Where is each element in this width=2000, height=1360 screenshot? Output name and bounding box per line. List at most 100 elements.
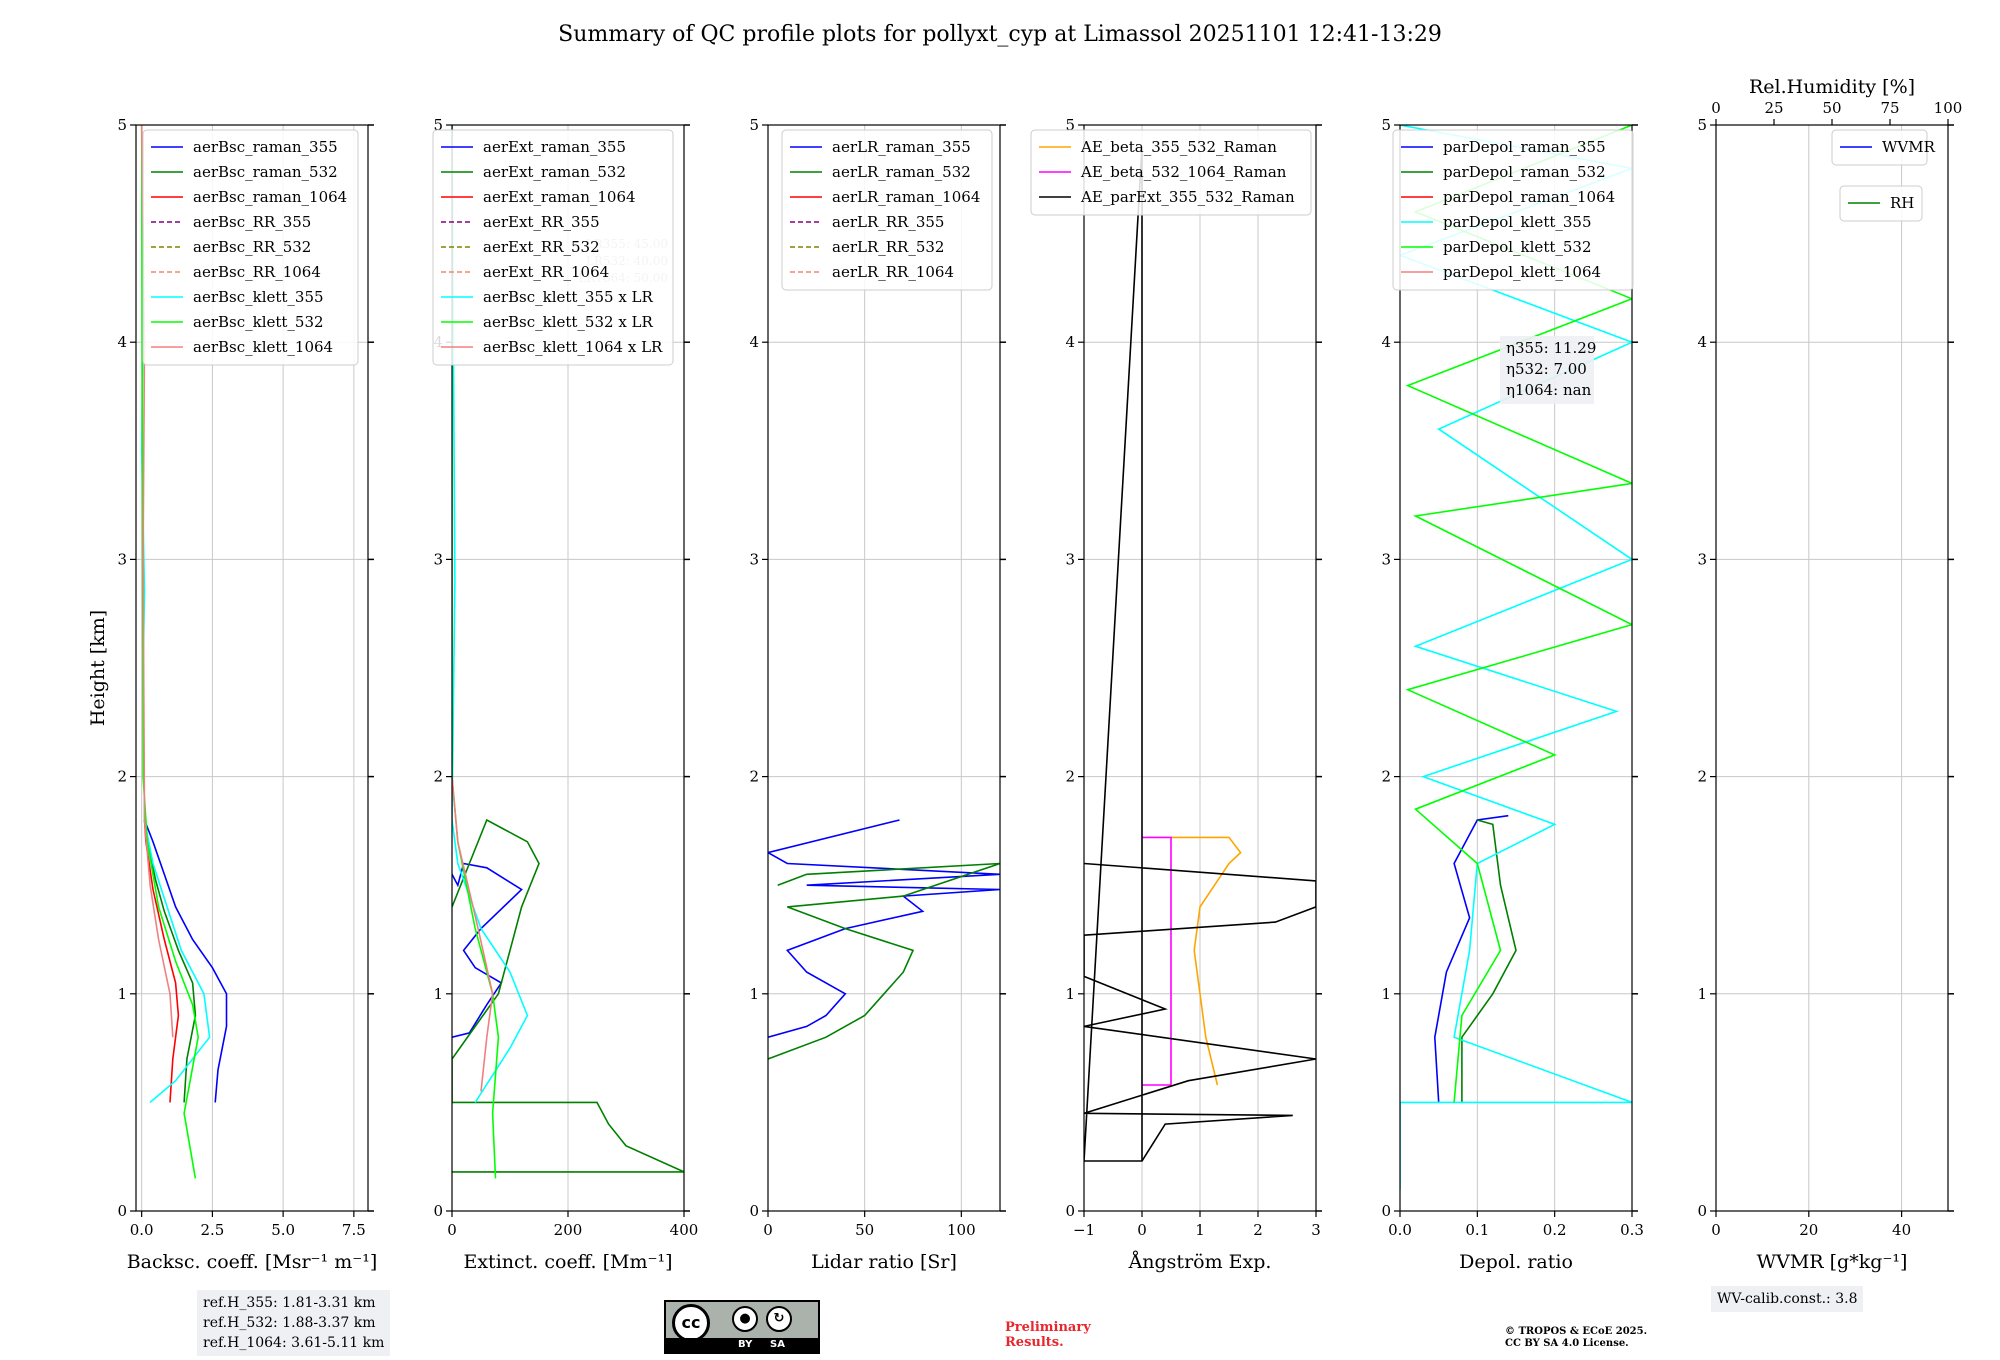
legend-5: parDepol_raman_355 parDepol_raman_532 parD… <box>1392 129 1634 291</box>
x-tick-label: 0 <box>1137 1221 1147 1239</box>
y-tick-label: 1 <box>1381 985 1391 1003</box>
ref-h-1064: ref.H_1064: 3.61-5.11 km <box>203 1335 385 1351</box>
y-tick-label: 0 <box>117 1202 127 1220</box>
panel-5: 0.0 0.1 0.2 0.3 0 1 2 3 4 5 Depol. ratio <box>1381 116 1643 1273</box>
panel-3: 0 50 100 0 1 2 3 4 5 Lidar ratio [Sr] <box>749 116 1006 1273</box>
top-tick-label: 75 <box>1880 99 1899 117</box>
x-tick-label: 1 <box>1195 1221 1205 1239</box>
x-axis-label: Depol. ratio <box>1459 1251 1573 1273</box>
x-axis-label: Backsc. coeff. [Msr⁻¹ m⁻¹] <box>127 1251 378 1273</box>
legend-label: aerBsc_raman_355 <box>193 138 338 156</box>
series-line-aerBsc_klett_1064 <box>140 125 174 1038</box>
legend-label: aerLR_RR_1064 <box>832 263 954 281</box>
legend-3: aerLR_raman_355 aerLR_raman_532 aerLR_rama… <box>781 129 993 291</box>
preliminary-results-note: Preliminary Results. <box>1005 1320 1091 1350</box>
y-tick-label: 1 <box>749 985 759 1003</box>
legend-label: aerExt_RR_532 <box>483 238 600 256</box>
x-tick-label: 0.0 <box>130 1221 154 1239</box>
series-line-AE_beta_532_1064_Raman <box>1142 836 1172 1086</box>
x-tick-label: 5.0 <box>271 1221 295 1239</box>
x-tick-label: 0.3 <box>1620 1221 1644 1239</box>
series-line-aerBsc_klett_1064 x LR <box>452 776 494 1092</box>
legend-label: aerExt_RR_1064 <box>483 263 609 281</box>
plot-frame <box>135 124 369 1212</box>
legend-label: aerLR_raman_355 <box>832 138 971 156</box>
legend-1: aerBsc_raman_355 aerBsc_raman_532 aerBsc_r… <box>142 129 359 366</box>
x-tick-label: 20 <box>1799 1221 1818 1239</box>
legend-box <box>142 129 359 366</box>
reference-height-box: ref.H_355: 1.81-3.31 km ref.H_532: 1.88-… <box>197 1290 391 1356</box>
y-axis-label: Height [km] <box>87 610 109 726</box>
y-tick-label: 1 <box>1697 985 1707 1003</box>
plot-frame <box>767 124 1001 1212</box>
legend-label: aerBsc_raman_532 <box>193 163 338 181</box>
x-tick-label: 400 <box>670 1221 699 1239</box>
y-tick-label: 3 <box>1381 550 1391 568</box>
y-tick-label: 2 <box>1065 768 1075 786</box>
top-tick-label: 25 <box>1764 99 1783 117</box>
x-tick-label: 0.0 <box>1388 1221 1412 1239</box>
ref-h-355: ref.H_355: 1.81-3.31 km <box>203 1295 376 1311</box>
x-tick-label: 40 <box>1892 1221 1911 1239</box>
plot-frame <box>1715 124 1949 1212</box>
eta-box: η355: 11.29 η532: 7.00 η1064: nan <box>1500 336 1596 404</box>
series-line-aerBsc_raman_355 <box>143 819 228 1103</box>
figure-title: Summary of QC profile plots for pollyxt_… <box>558 22 1442 47</box>
cc-by-sa-badge: cc ● ↻ BY SA <box>664 1300 820 1354</box>
y-tick-label: 0 <box>433 1202 443 1220</box>
series-line-parDepol_klett_355 <box>1400 125 1632 1190</box>
series-line-parDepol_raman_532 <box>1461 819 1517 1103</box>
x-axis-label: WVMR [g*kg⁻¹] <box>1757 1251 1908 1273</box>
y-tick-label: 4 <box>1065 333 1075 351</box>
legend-label: aerBsc_klett_1064 <box>193 338 333 356</box>
x-axis-label: Ångström Exp. <box>1128 1251 1272 1273</box>
legend-label: aerBsc_klett_532 <box>193 313 324 331</box>
legend-box <box>781 129 993 291</box>
series-line-AE_beta_355_532_Raman <box>1171 836 1242 1086</box>
legend-label: aerBsc_raman_1064 <box>193 188 347 206</box>
legend-7: RH <box>1839 185 1923 222</box>
legend-box <box>432 129 674 366</box>
wv-calib-box: WV-calib.const.: 3.8 <box>1711 1286 1864 1312</box>
y-tick-label: 1 <box>1065 985 1075 1003</box>
eta-value: η532: 7.00 <box>1506 360 1587 378</box>
y-tick-label: 0 <box>749 1202 759 1220</box>
ref-h-532: ref.H_532: 1.88-3.37 km <box>203 1315 376 1331</box>
y-tick-label: 4 <box>117 333 127 351</box>
series-line-aerBsc_klett_355 x LR <box>452 125 529 1103</box>
legend-box <box>1831 129 1928 166</box>
legend-label: aerLR_raman_532 <box>832 163 971 181</box>
y-tick-label: 0 <box>1381 1202 1391 1220</box>
x-tick-label: 0.2 <box>1543 1221 1567 1239</box>
series-line-aerLR_raman_532 <box>768 862 1000 1060</box>
legend-box <box>1392 129 1634 291</box>
x-tick-label: 7.5 <box>342 1221 366 1239</box>
x-tick-label: 0.1 <box>1465 1221 1489 1239</box>
top-tick-label: 100 <box>1934 99 1963 117</box>
x-axis-label: Lidar ratio [Sr] <box>811 1251 957 1273</box>
legend-label: RH <box>1890 194 1914 212</box>
series-line-aerExt_raman_532 <box>452 818 684 1173</box>
eta-box-bg <box>1500 336 1594 404</box>
sa-cycle-icon: ↻ <box>766 1306 792 1332</box>
y-tick-label: 5 <box>1381 116 1391 134</box>
y-tick-label: 3 <box>1697 550 1707 568</box>
legend-label: aerBsc_klett_355 <box>193 288 324 306</box>
legend-label: AE_beta_355_532_Raman <box>1080 138 1277 156</box>
y-tick-label: 2 <box>117 768 127 786</box>
top-axis-label: Rel.Humidity [%] <box>1749 76 1915 98</box>
legend-box <box>1839 185 1923 222</box>
eta-value: η1064: nan <box>1506 381 1592 399</box>
y-tick-label: 5 <box>1697 116 1707 134</box>
license-note: © TROPOS & ECoE 2025. CC BY SA 4.0 Licen… <box>1505 1326 1648 1349</box>
sa-label: SA <box>770 1339 785 1350</box>
y-tick-label: 3 <box>433 550 443 568</box>
legend-label: parDepol_raman_355 <box>1443 138 1606 156</box>
legend-label: aerLR_RR_532 <box>832 238 944 256</box>
x-tick-label: 50 <box>855 1221 874 1239</box>
x-tick-label: 2.5 <box>200 1221 224 1239</box>
x-tick-label: 2 <box>1253 1221 1263 1239</box>
x-tick-label: 0 <box>447 1221 457 1239</box>
legend-label: parDepol_raman_532 <box>1443 163 1606 181</box>
